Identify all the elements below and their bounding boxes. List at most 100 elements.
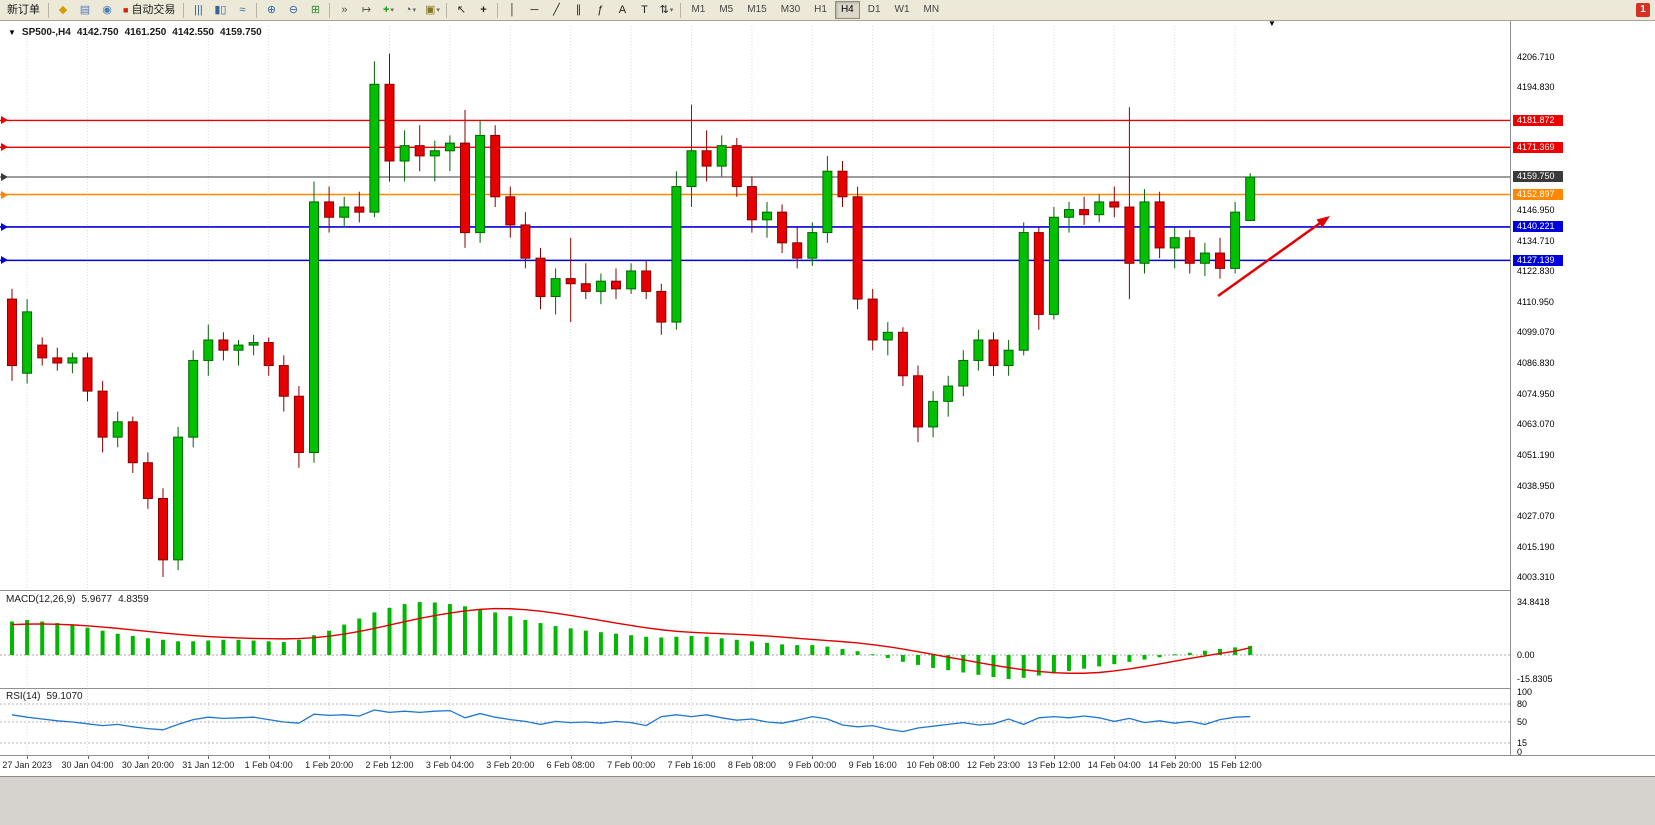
- time-tick: [449, 756, 451, 759]
- new-order-button[interactable]: 新订单: [2, 1, 45, 20]
- time-axis[interactable]: 27 Jan 2023 30 Jan 04:00 30 Jan 20:00 31 Ja…: [0, 756, 1510, 775]
- zoom-in-icon[interactable]: ⊕: [260, 1, 282, 20]
- auto-scroll-icon[interactable]: »: [333, 1, 355, 20]
- chart-top-marker-icon: ▼: [1268, 19, 1276, 28]
- timeframe-m30[interactable]: M30: [780, 4, 801, 15]
- chart-symbol-period: SP500-,H4: [21, 27, 71, 38]
- cursor-icon: ↖: [456, 3, 467, 16]
- ohlc-high: 4161.250: [124, 27, 167, 38]
- chevron-down-icon: ▾: [669, 6, 674, 14]
- ohlc-close: 4159.750: [220, 27, 262, 38]
- level-price-badge: 4140.221: [1513, 221, 1563, 233]
- macd-axis-tick: 34.8418: [1517, 597, 1550, 607]
- horizontal-line-icon[interactable]: ─: [523, 1, 545, 20]
- time-label: 7 Feb 00:00: [607, 760, 656, 770]
- rsi-axis-tick: 0: [1517, 747, 1523, 757]
- templates-icon[interactable]: ▣ ▾: [421, 1, 443, 20]
- timeframe-w1[interactable]: W1: [894, 4, 910, 15]
- macd-histogram: [10, 602, 1253, 680]
- indicators-icon[interactable]: + ▾: [377, 1, 399, 20]
- time-tick: [751, 756, 753, 759]
- rsi-line: [11, 709, 1251, 733]
- periods-icon[interactable]: ◔ ▾: [399, 1, 421, 20]
- timeframe-m5[interactable]: M5: [719, 4, 734, 15]
- timeframe-mn[interactable]: MN: [923, 4, 940, 15]
- macd-chart-canvas[interactable]: [0, 592, 1510, 686]
- time-label: 9 Feb 00:00: [788, 760, 837, 770]
- price-chart-canvas[interactable]: [0, 26, 1510, 588]
- toolbar-separator: [183, 2, 185, 18]
- auto-trading-button[interactable]: ■ 自动交易: [118, 1, 180, 20]
- market-watch-icon[interactable]: ◉: [96, 1, 118, 20]
- level-left-marker: [1, 256, 8, 265]
- label-icon[interactable]: T: [633, 1, 655, 20]
- timeframe-m1[interactable]: M1: [691, 4, 706, 15]
- vertical-line-icon[interactable]: │: [501, 1, 523, 20]
- chevron-down-icon: ▾: [390, 6, 394, 14]
- level-price-badge: 4181.872: [1513, 114, 1563, 126]
- price-tick: 4194.830: [1517, 82, 1555, 93]
- price-tick: 4206.710: [1517, 51, 1555, 62]
- toolbar-separator: [256, 2, 258, 18]
- text-icon[interactable]: A: [611, 1, 633, 20]
- time-label: 8 Feb 08:00: [727, 760, 776, 770]
- time-label: 1 Feb 20:00: [305, 760, 354, 770]
- ohlc-open: 4142.750: [76, 27, 119, 38]
- time-label: 10 Feb 08:00: [906, 760, 960, 770]
- fibonacci-icon: ƒ: [597, 3, 604, 16]
- trend-arrow-annotation[interactable]: [1217, 216, 1330, 298]
- rsi-axis-tick: 80: [1517, 699, 1528, 709]
- timeframe-h1[interactable]: H1: [814, 4, 827, 15]
- level-left-marker: [1, 116, 8, 125]
- vertical-gridlines: [26, 26, 1236, 588]
- time-label: 2 Feb 12:00: [365, 760, 414, 770]
- time-tick: [570, 756, 572, 759]
- toolbar-separator: [329, 2, 331, 18]
- tile-windows-icon[interactable]: ⊞: [304, 1, 326, 20]
- price-axis[interactable]: 4206.710 4194.830 4146.950 4134.710 4122.830…: [1510, 21, 1655, 757]
- time-label: 1 Feb 04:00: [244, 760, 293, 770]
- time-tick: [27, 756, 29, 759]
- charts-icon[interactable]: ◆: [52, 1, 74, 20]
- macd-panel-separator[interactable]: [0, 590, 1655, 591]
- bar-chart-icon: |||: [194, 3, 203, 16]
- cursor-icon[interactable]: ↖: [450, 1, 472, 20]
- timeframe-d1[interactable]: D1: [867, 4, 881, 15]
- time-label: 3 Feb 04:00: [425, 760, 474, 770]
- timeframe-m15[interactable]: M15: [747, 4, 767, 15]
- crosshair-icon[interactable]: +: [472, 1, 494, 20]
- rsi-chart-canvas[interactable]: [0, 690, 1510, 754]
- new-order-button-label: 新订单: [7, 3, 40, 16]
- line-chart-icon[interactable]: ≈: [231, 1, 253, 20]
- candlestick-chart-icon[interactable]: ▮▯: [209, 1, 231, 20]
- chart-collapse-icon[interactable]: ▼: [8, 28, 16, 37]
- time-tick: [1114, 756, 1116, 759]
- rsi-panel-separator[interactable]: [0, 688, 1655, 689]
- macd-signal-line: [11, 607, 1251, 674]
- time-label: 13 Feb 12:00: [1027, 760, 1081, 770]
- auto-trading-button-label: 自动交易: [131, 3, 176, 16]
- time-tick: [993, 756, 995, 759]
- level-price-badge: 4171.369: [1513, 141, 1563, 153]
- fibonacci-icon[interactable]: ƒ: [589, 1, 611, 20]
- chart-shift-icon: ↦: [361, 3, 372, 16]
- toolbar-separator: [48, 2, 49, 18]
- label-icon: T: [641, 3, 648, 16]
- chart-window: ▼ SP500-,H4 4142.750 4161.250 4142.550 4…: [0, 19, 1655, 776]
- zoom-out-icon[interactable]: ⊖: [282, 1, 304, 20]
- profiles-icon[interactable]: ▤: [74, 1, 96, 20]
- trendline-icon: ╱: [553, 3, 560, 16]
- price-tick: 4027.070: [1517, 511, 1555, 522]
- chart-shift-icon[interactable]: ↦: [355, 1, 377, 20]
- time-label: 14 Feb 04:00: [1087, 760, 1141, 770]
- trendline-icon[interactable]: ╱: [545, 1, 567, 20]
- notification-badge[interactable]: 1: [1636, 3, 1650, 17]
- arrows-icon: ⇅: [659, 3, 669, 16]
- zoom-in-icon: ⊕: [266, 3, 277, 16]
- channel-icon[interactable]: ∥: [567, 1, 589, 20]
- arrows-icon[interactable]: ⇅ ▾: [655, 1, 677, 20]
- timeframe-h4[interactable]: H4: [834, 1, 860, 19]
- toolbar-separator: [497, 2, 499, 18]
- horizontal-line-icon: ─: [530, 3, 539, 16]
- bar-chart-icon[interactable]: |||: [187, 1, 209, 20]
